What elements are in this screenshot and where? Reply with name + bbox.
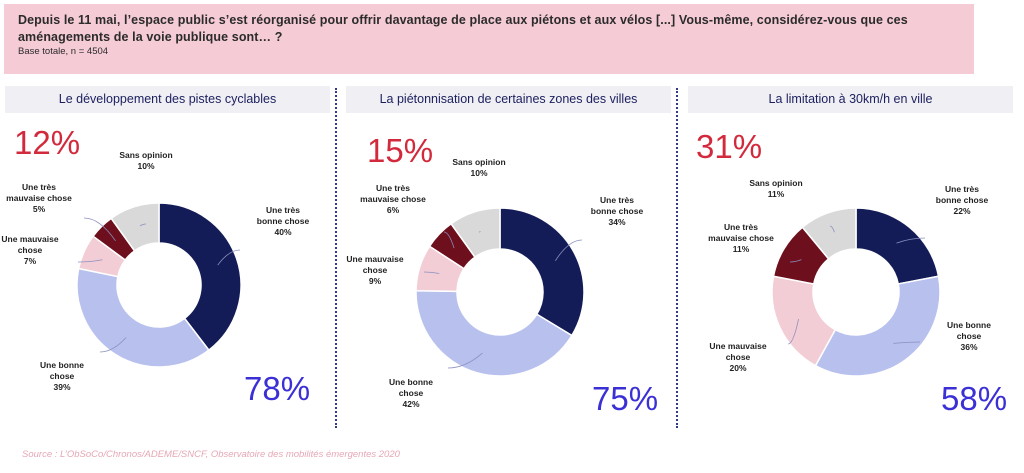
negative-total-2: 15% bbox=[367, 132, 434, 169]
source-note: Source : L’ObSoCo/Chronos/ADEME/SNCF, Ob… bbox=[22, 449, 400, 460]
leader-line-sans-opinion-1 bbox=[139, 223, 147, 227]
question-header: Depuis le 11 mai, l’espace public s’est … bbox=[4, 4, 974, 74]
chart-title-2: La piétonnisation de certaines zones des… bbox=[346, 86, 671, 113]
slice-label-tres-mauvaise-chose-1: Une très mauvaise chose 5% bbox=[6, 182, 72, 214]
slice-label-sans-opinion-2: Sans opinion 10% bbox=[452, 157, 505, 178]
leader-line-tres-bonne-chose-2 bbox=[554, 239, 583, 262]
chart-title-1: Le développement des pistes cyclables bbox=[5, 86, 330, 113]
positive-total-3: 58% bbox=[941, 380, 1008, 417]
slice-sans-opinion-1 bbox=[110, 202, 160, 252]
slice-bonne-chose-3 bbox=[814, 275, 941, 377]
slice-label-bonne-chose-3: Une bonne chose 36% bbox=[947, 320, 991, 352]
slice-label-tres-bonne-chose-2: Une très bonne chose 34% bbox=[591, 195, 644, 227]
slice-sans-opinion-2 bbox=[450, 207, 501, 259]
question-text: Depuis le 11 mai, l’espace public s’est … bbox=[18, 13, 908, 44]
negative-total-3: 31% bbox=[696, 128, 763, 165]
slice-tres-bonne-chose-1 bbox=[158, 202, 242, 352]
slice-label-sans-opinion-3: Sans opinion 11% bbox=[749, 178, 802, 199]
leader-line-bonne-chose-2 bbox=[447, 352, 483, 369]
leader-line-tres-mauvaise-chose-1 bbox=[83, 217, 116, 242]
panel-divider-2 bbox=[676, 88, 678, 428]
slice-tres-bonne-chose-2 bbox=[499, 207, 585, 337]
leader-line-mauvaise-chose-1 bbox=[77, 259, 103, 263]
slice-label-mauvaise-chose-2: Une mauvaise chose 9% bbox=[346, 254, 403, 286]
leader-line-tres-mauvaise-chose-3 bbox=[789, 259, 802, 263]
leader-line-sans-opinion-3 bbox=[829, 225, 835, 233]
slice-label-sans-opinion-1: Sans opinion 10% bbox=[119, 150, 172, 171]
leader-line-tres-mauvaise-chose-2 bbox=[443, 231, 455, 249]
leader-line-tres-bonne-chose-1 bbox=[217, 249, 241, 266]
positive-total-1: 78% bbox=[244, 370, 311, 407]
slice-label-tres-bonne-chose-1: Une très bonne chose 40% bbox=[257, 205, 310, 237]
slice-label-tres-mauvaise-chose-2: Une très mauvaise chose 6% bbox=[360, 183, 426, 215]
negative-total-1: 12% bbox=[14, 124, 81, 161]
leader-line-bonne-chose-3 bbox=[893, 341, 921, 344]
leader-line-bonne-chose-1 bbox=[99, 337, 127, 353]
base-text: Base totale, n = 4504 bbox=[18, 46, 109, 57]
slice-bonne-chose-2 bbox=[415, 289, 573, 377]
slice-bonne-chose-1 bbox=[76, 267, 210, 368]
chart-panel-3: La limitation à 30km/h en ville bbox=[688, 86, 1013, 432]
positive-total-2: 75% bbox=[592, 380, 659, 417]
slice-label-bonne-chose-2: Une bonne chose 42% bbox=[389, 377, 433, 409]
chart-title-3: La limitation à 30km/h en ville bbox=[688, 86, 1013, 113]
slice-tres-bonne-chose-3 bbox=[855, 207, 940, 285]
chart-panel-1: Le développement des pistes cyclables bbox=[5, 86, 330, 432]
chart-panel-2: La piétonnisation de certaines zones des… bbox=[346, 86, 671, 432]
slice-label-tres-bonne-chose-3: Une très bonne chose 22% bbox=[936, 184, 989, 216]
panel-divider-1 bbox=[335, 88, 337, 428]
slice-label-bonne-chose-1: Une bonne chose 39% bbox=[40, 360, 84, 392]
slice-label-tres-mauvaise-chose-3: Une très mauvaise chose 11% bbox=[708, 222, 774, 254]
leader-line-mauvaise-chose-2 bbox=[423, 271, 440, 274]
leader-line-tres-bonne-chose-3 bbox=[896, 237, 926, 244]
slice-label-mauvaise-chose-3: Une mauvaise chose 20% bbox=[709, 341, 766, 373]
slice-sans-opinion-3 bbox=[801, 207, 857, 260]
leader-line-mauvaise-chose-3 bbox=[787, 318, 799, 345]
slice-label-mauvaise-chose-1: Une mauvaise chose 7% bbox=[1, 234, 58, 266]
